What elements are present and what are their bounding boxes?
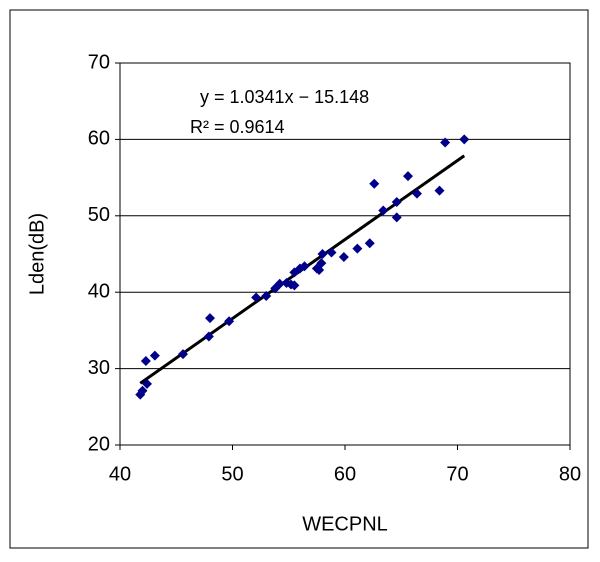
data-point — [205, 313, 215, 324]
data-point — [403, 171, 413, 182]
y-tick-label: 30 — [88, 357, 110, 379]
data-point — [140, 355, 151, 366]
data-point — [261, 291, 272, 302]
y-tick-label: 70 — [88, 51, 110, 73]
y-tick-label: 20 — [88, 433, 110, 455]
data-point — [391, 212, 402, 223]
data-point — [440, 137, 451, 148]
x-tick-label: 70 — [446, 463, 468, 485]
r-squared: R² = 0.9614 — [190, 117, 285, 137]
data-point — [251, 292, 262, 303]
data-point — [224, 316, 235, 327]
data-point — [316, 258, 327, 269]
data-point — [391, 197, 402, 208]
data-point — [137, 385, 148, 396]
x-axis-label: WECPNL — [302, 513, 388, 535]
data-point — [274, 278, 285, 289]
data-point — [434, 185, 445, 196]
data-point — [369, 178, 380, 189]
data-point — [317, 249, 328, 259]
data-point — [289, 280, 300, 291]
x-tick-label: 40 — [109, 463, 131, 485]
plot-area — [119, 62, 571, 446]
x-tick-label: 60 — [334, 463, 356, 485]
data-point — [352, 243, 363, 254]
trend-equation: y = 1.0341x − 15.148 — [200, 87, 369, 107]
y-axis-label: Lden(dB) — [26, 213, 48, 295]
x-tick-label: 80 — [559, 463, 581, 485]
y-tick-label: 60 — [88, 128, 110, 150]
data-point — [149, 350, 160, 361]
data-point — [299, 261, 310, 272]
chart-frame — [9, 9, 589, 549]
y-tick-label: 50 — [88, 204, 110, 226]
data-point — [338, 252, 349, 263]
y-tick-label: 40 — [88, 280, 110, 302]
data-point — [378, 205, 389, 216]
data-point — [412, 188, 422, 199]
data-point — [364, 238, 375, 249]
data-point — [142, 378, 152, 389]
data-point — [203, 331, 214, 342]
data-point — [326, 247, 337, 258]
data-point — [178, 349, 188, 360]
x-tick-label: 50 — [221, 463, 243, 485]
data-point — [459, 134, 470, 145]
